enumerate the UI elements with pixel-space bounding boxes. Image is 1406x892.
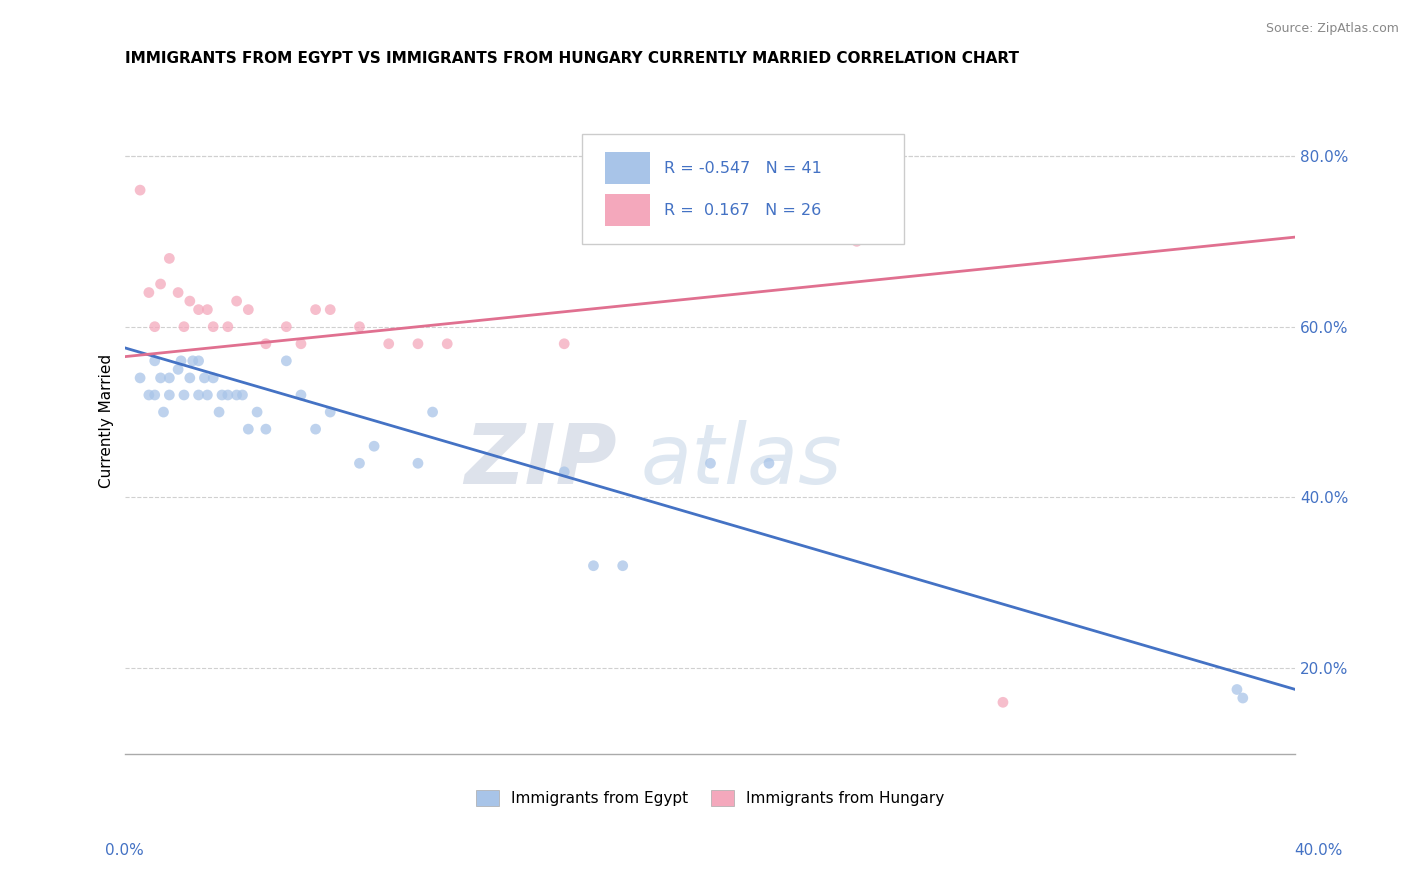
Point [157, 388, 180, 402]
Point [211, 388, 233, 402]
Point [157, 252, 180, 266]
Point [202, 371, 225, 385]
Point [758, 456, 780, 470]
Point [187, 302, 209, 317]
Point [553, 336, 575, 351]
Point [195, 302, 218, 317]
Point [187, 388, 209, 402]
Point [225, 294, 247, 309]
Text: ZIP: ZIP [464, 420, 617, 501]
Point [143, 388, 166, 402]
Point [1232, 691, 1254, 706]
Point [349, 456, 371, 470]
Point [699, 456, 721, 470]
Point [179, 294, 201, 309]
Point [138, 285, 160, 300]
Point [304, 302, 326, 317]
Point [167, 285, 190, 300]
Point [290, 336, 312, 351]
Point [129, 371, 152, 385]
Text: Source: ZipAtlas.com: Source: ZipAtlas.com [1265, 22, 1399, 36]
Point [377, 336, 399, 351]
Text: R = -0.547   N = 41: R = -0.547 N = 41 [664, 161, 821, 176]
Point [173, 319, 195, 334]
Point [181, 354, 204, 368]
FancyBboxPatch shape [582, 135, 904, 244]
Bar [605, 153, 650, 185]
Point [179, 371, 201, 385]
Point [254, 422, 277, 436]
Point [349, 319, 371, 334]
Text: IMMIGRANTS FROM EGYPT VS IMMIGRANTS FROM HUNGARY CURRENTLY MARRIED CORRELATION C: IMMIGRANTS FROM EGYPT VS IMMIGRANTS FROM… [125, 51, 1019, 66]
Point [238, 422, 260, 436]
Point [612, 558, 634, 573]
Point [436, 336, 458, 351]
Point [304, 422, 326, 436]
Point [202, 319, 225, 334]
Point [173, 388, 195, 402]
Point [225, 388, 247, 402]
Point [129, 183, 152, 197]
Point [193, 371, 215, 385]
Point [217, 388, 239, 402]
Point [157, 371, 180, 385]
Point [246, 405, 269, 419]
Point [991, 695, 1014, 709]
Point [167, 362, 190, 376]
Point [231, 388, 253, 402]
Y-axis label: Currently Married: Currently Married [100, 353, 114, 488]
Text: 40.0%: 40.0% [1295, 843, 1343, 858]
Point [254, 336, 277, 351]
Point [553, 465, 575, 479]
Point [406, 336, 429, 351]
Point [406, 456, 429, 470]
Bar [605, 194, 650, 227]
Point [422, 405, 444, 419]
Point [217, 319, 239, 334]
Text: 0.0%: 0.0% [105, 843, 145, 858]
Point [187, 354, 209, 368]
Point [276, 319, 298, 334]
Point [143, 319, 166, 334]
Legend: Immigrants from Egypt, Immigrants from Hungary: Immigrants from Egypt, Immigrants from H… [470, 784, 950, 813]
Point [363, 439, 385, 453]
Point [143, 354, 166, 368]
Point [152, 405, 174, 419]
Point [1226, 682, 1249, 697]
Point [138, 388, 160, 402]
Point [170, 354, 193, 368]
Point [319, 405, 342, 419]
Point [238, 302, 260, 317]
Point [582, 558, 605, 573]
Point [149, 371, 172, 385]
Point [195, 388, 218, 402]
Point [319, 302, 342, 317]
Point [276, 354, 298, 368]
Point [290, 388, 312, 402]
Point [149, 277, 172, 291]
Text: R =  0.167   N = 26: R = 0.167 N = 26 [664, 202, 821, 218]
Point [845, 235, 868, 249]
Text: atlas: atlas [640, 420, 842, 501]
Point [208, 405, 231, 419]
